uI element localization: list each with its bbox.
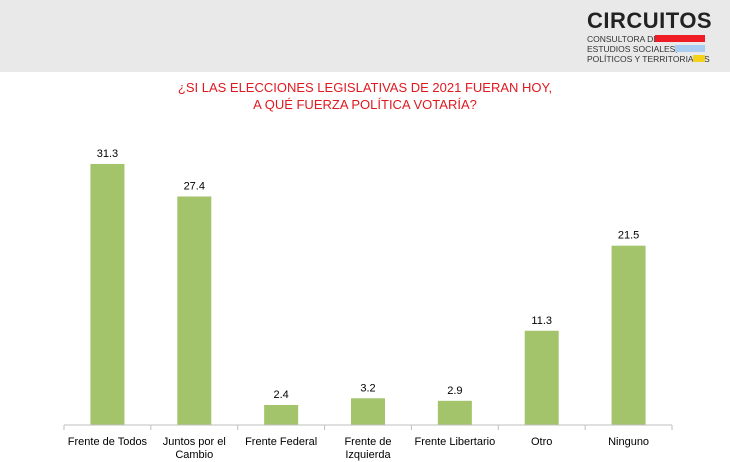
logo-line-1: CONSULTORA DE (587, 34, 659, 44)
bars-group (90, 163, 646, 425)
bar-2 (264, 404, 299, 425)
axis-group (63, 424, 673, 430)
bar-4 (437, 400, 472, 425)
category-label-1-1: Cambio (175, 449, 213, 461)
category-label-6-0: Ninguno (608, 436, 649, 448)
value-label-5: 11.3 (531, 315, 552, 327)
bar-1 (177, 196, 212, 425)
category-label-3-0: Frente de (344, 436, 391, 448)
category-label-0-0: Frente de Todos (68, 436, 148, 448)
value-labels-group: 31.3 27.4 2.4 3.2 2.9 11.3 21.5 (97, 148, 640, 401)
category-label-2-0: Frente Federal (245, 436, 317, 448)
category-label-5-0: Otro (531, 436, 552, 448)
logo-line-3: POLÍTICOS Y TERRITORIALES (587, 54, 710, 64)
value-label-2: 2.4 (273, 389, 288, 401)
value-label-6: 21.5 (618, 230, 639, 242)
value-label-3: 3.2 (360, 382, 375, 394)
header-band (0, 0, 730, 72)
bar-6 (611, 245, 646, 425)
category-label-1-0: Juntos por el (163, 436, 226, 448)
circuitos-logo: CIRCUITOS CONSULTORA DE ESTUDIOS SOCIALE… (585, 8, 720, 68)
logo-red-swatch (655, 35, 705, 42)
logo-yellow-swatch (693, 55, 705, 62)
chart-title-line-1: ¿SI LAS ELECCIONES LEGISLATIVAS DE 2021 … (177, 80, 553, 95)
category-label-3-1: Izquierda (345, 449, 391, 461)
logo-title: CIRCUITOS (587, 8, 713, 33)
value-label-4: 2.9 (447, 385, 462, 397)
logo-line-2: ESTUDIOS SOCIALES, (587, 44, 678, 54)
chart-title-line-2: A QUÉ FUERZA POLÍTICA VOTARÍA? (253, 97, 477, 112)
value-label-0: 31.3 (97, 148, 118, 160)
value-label-1: 27.4 (184, 180, 205, 192)
bar-3 (351, 398, 385, 425)
logo-blue-swatch (675, 45, 705, 52)
bar-5 (524, 330, 559, 425)
bar-0 (90, 163, 125, 425)
category-label-4-0: Frente Libertario (414, 436, 495, 448)
